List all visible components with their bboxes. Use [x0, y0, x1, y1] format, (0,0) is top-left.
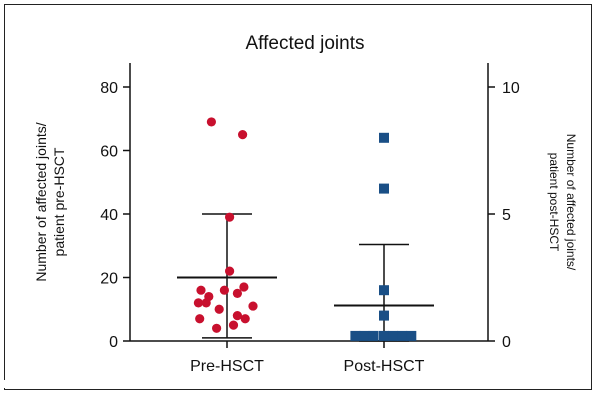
- data-point: [248, 301, 258, 311]
- right-tick-label: 5: [502, 207, 511, 224]
- data-point: [240, 314, 250, 324]
- data-point: [214, 304, 224, 314]
- right-axis-label-line2: patient post-HSCT: [547, 153, 561, 252]
- x-axis-ticks: Pre-HSCT Post-HSCT: [190, 341, 425, 375]
- data-point: [225, 266, 235, 276]
- data-point: [196, 285, 206, 295]
- data-point: [239, 282, 249, 292]
- data-point: [238, 130, 248, 140]
- left-tick-label: 60: [100, 144, 118, 161]
- x-tick-label-pre-hsct: Pre-HSCT: [190, 358, 264, 375]
- left-tick-label: 40: [100, 207, 118, 224]
- left-axis-ticks: 0 20 40 60 80: [100, 80, 130, 351]
- data-point: [232, 311, 242, 321]
- data-point: [228, 320, 239, 330]
- data-point: [350, 330, 361, 341]
- left-tick-label: 20: [100, 271, 118, 288]
- right-tick-label: 10: [502, 80, 520, 97]
- data-point: [379, 310, 389, 321]
- right-tick-label: 0: [502, 334, 511, 351]
- figure-frame: [4, 4, 592, 390]
- right-axis-label-line1: Number of affected joints/: [564, 134, 578, 271]
- data-point: [359, 330, 370, 341]
- data-point: [397, 330, 408, 341]
- data-point: [368, 330, 379, 341]
- data-point: [212, 323, 222, 333]
- data-point: [195, 314, 205, 324]
- data-point: [225, 212, 235, 222]
- right-axis-ticks: 0 5 10: [488, 80, 520, 351]
- data-point: [379, 183, 389, 194]
- data-point: [206, 117, 216, 127]
- left-axis-label-line2: patient pre-HSCT: [51, 147, 67, 256]
- left-tick-label: 0: [109, 334, 118, 351]
- data-point: [201, 298, 211, 308]
- data-point: [379, 132, 389, 143]
- data-point: [406, 330, 417, 341]
- data-point: [379, 330, 389, 341]
- frame-cut: [0, 380, 588, 388]
- data-point: [379, 285, 389, 296]
- data-point: [193, 298, 203, 308]
- x-tick-label-post-hsct: Post-HSCT: [344, 358, 425, 375]
- data-marks: [177, 117, 434, 342]
- left-axis-label-line1: Number of affected joints/: [33, 122, 49, 281]
- data-point: [219, 285, 229, 295]
- data-point: [388, 330, 399, 341]
- chart-title: Affected joints: [245, 33, 364, 54]
- data-point: [232, 288, 242, 298]
- left-tick-label: 80: [100, 80, 118, 97]
